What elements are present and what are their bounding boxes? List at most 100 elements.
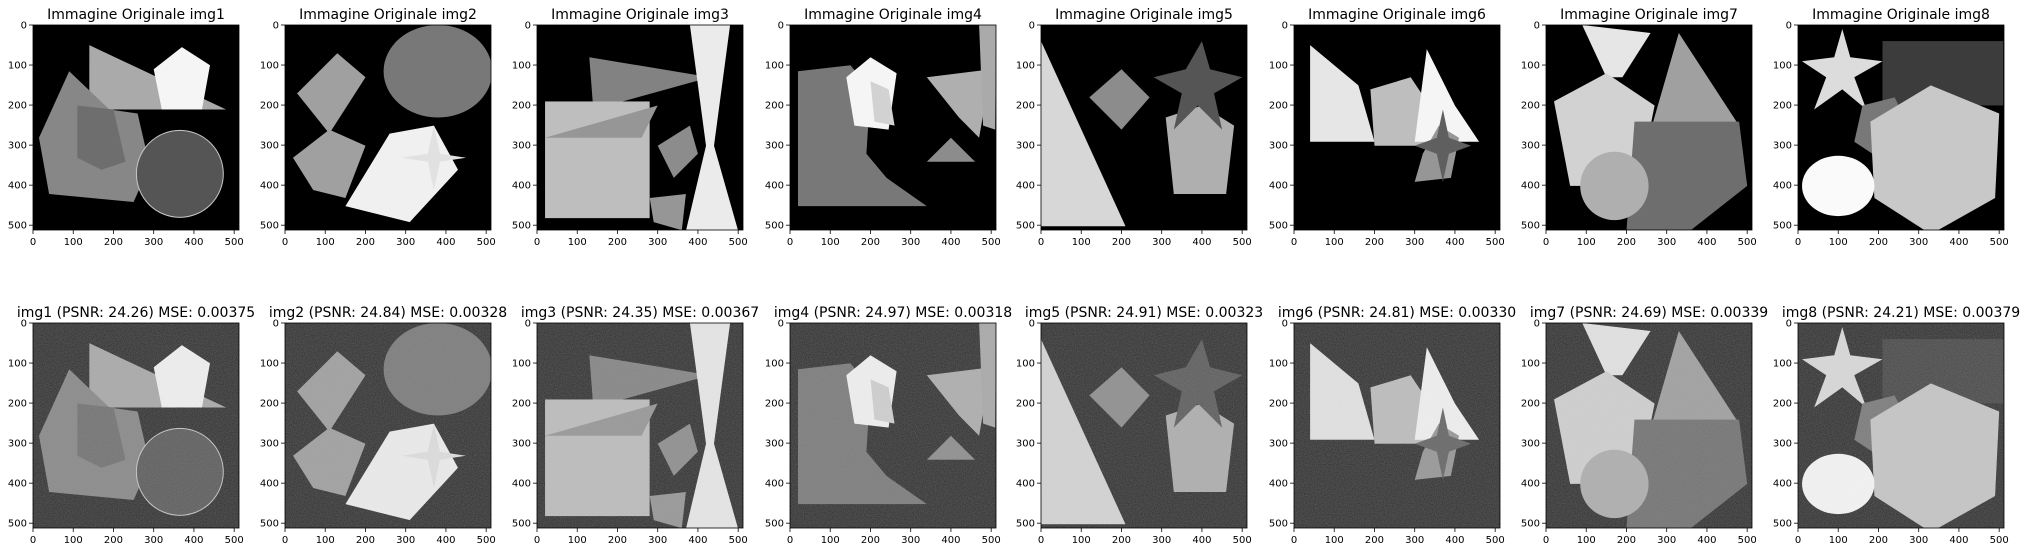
shape [383,323,491,416]
x-tick-label: 400 [1445,237,1464,248]
shape [1370,77,1427,146]
y-tick-label: 200 [260,101,279,112]
shape [1414,407,1471,480]
y-tick-label: 300 [1016,439,1035,450]
y-tick-label: 300 [1521,439,1540,450]
y-tick-label: 500 [1521,519,1540,530]
x-tick-label: 400 [1445,535,1464,546]
x-tick-label: 100 [1829,535,1848,546]
x-tick-label: 0 [534,237,540,248]
y-tick-label: 300 [512,141,531,152]
shape [401,125,467,190]
x-tick-label: 300 [144,237,163,248]
axes-frame [1293,24,1501,231]
x-tick-label: 100 [568,535,587,546]
x-tick-label: 100 [1325,535,1344,546]
shape [1802,155,1875,217]
x-tick-label: 400 [1192,535,1211,546]
x-tick-label: 300 [1657,535,1676,546]
x-tick-label: 300 [648,535,667,546]
axes-frame [536,322,744,529]
x-tick-label: 300 [1405,237,1424,248]
image-img2 [285,25,491,230]
y-tick-label: 0 [21,21,27,32]
y-tick-label: 500 [765,221,784,232]
shape [1870,85,2000,230]
y-tick-label: 200 [512,101,531,112]
shape [589,57,710,110]
subplot-title: Immagine Originale img4 [804,7,982,23]
axes-frame [1797,322,2005,529]
y-tick-label: 0 [1786,319,1792,330]
x-tick-label: 100 [821,535,840,546]
x-tick-label: 200 [1365,535,1384,546]
x-tick-label: 500 [729,237,748,248]
y-tick-label: 500 [1269,221,1288,232]
shape [798,65,927,207]
x-tick-label: 100 [1325,237,1344,248]
y-tick-label: 200 [8,101,27,112]
x-tick-label: 100 [1577,237,1596,248]
shape [153,345,210,408]
shape [926,435,976,460]
shape [1165,105,1235,194]
axes-frame [536,24,744,231]
x-tick-label: 500 [1486,535,1505,546]
x-tick-label: 0 [1543,237,1549,248]
y-tick-label: 300 [260,141,279,152]
shape [383,25,491,118]
y-tick-label: 300 [1269,439,1288,450]
x-tick-label: 400 [1192,237,1211,248]
x-tick-label: 400 [184,535,203,546]
y-tick-label: 100 [512,359,531,370]
x-tick-label: 0 [282,237,288,248]
x-tick-label: 100 [64,535,83,546]
image-img6 [1294,25,1500,230]
x-tick-label: 300 [396,535,415,546]
y-tick-label: 400 [512,181,531,192]
shape [979,323,996,428]
shape [1802,327,1883,408]
y-tick-label: 300 [1773,439,1792,450]
subplot-title: img5 (PSNR: 24.91) MSE: 0.00323 [1025,305,1263,321]
y-tick-label: 200 [1521,101,1540,112]
y-tick-label: 500 [8,519,27,530]
x-tick-label: 500 [477,535,496,546]
y-tick-label: 0 [778,21,784,32]
shape [1626,419,1748,528]
x-tick-label: 500 [1233,535,1252,546]
y-tick-label: 0 [1534,319,1540,330]
x-tick-label: 300 [1909,535,1928,546]
x-tick-label: 200 [861,237,880,248]
y-tick-label: 500 [1773,519,1792,530]
shape [1582,25,1651,78]
x-tick-label: 400 [436,237,455,248]
y-tick-label: 500 [1521,221,1540,232]
y-tick-label: 100 [765,359,784,370]
y-tick-label: 300 [1269,141,1288,152]
x-tick-label: 0 [282,535,288,546]
subplot-title: img4 (PSNR: 24.97) MSE: 0.00318 [774,305,1012,321]
subplot-title: img1 (PSNR: 24.26) MSE: 0.00375 [17,305,255,321]
x-tick-label: 300 [396,237,415,248]
shape [1870,383,2000,528]
image-img7 [1546,323,1752,528]
shape [686,323,738,528]
shape [545,403,658,436]
shape [1089,367,1150,428]
axes-frame [1545,322,1753,529]
y-tick-label: 300 [1016,141,1035,152]
x-tick-label: 500 [982,535,1001,546]
image-img7 [1546,25,1752,230]
image-img4 [790,323,996,528]
shape [1153,339,1243,428]
y-tick-label: 500 [512,519,531,530]
x-tick-label: 0 [1291,535,1297,546]
y-tick-label: 100 [1269,61,1288,72]
x-tick-label: 0 [1291,237,1297,248]
